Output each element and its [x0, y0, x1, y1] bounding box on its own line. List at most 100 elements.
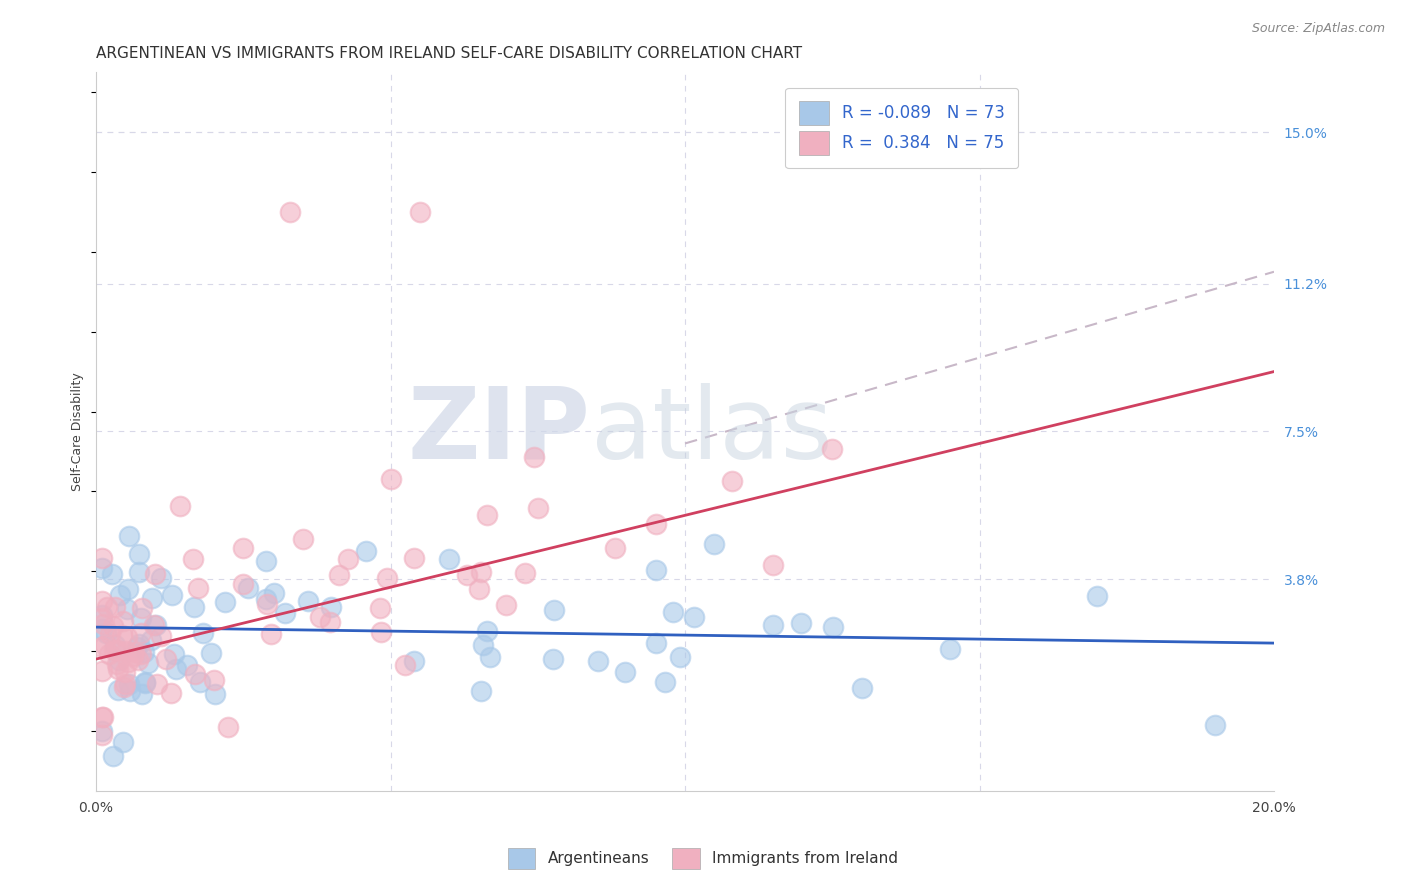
Point: [91, 608, 114, 623]
Point: [254, 554, 277, 568]
Point: [118, 684, 141, 698]
Point: [204, 687, 226, 701]
Point: [703, 537, 725, 551]
Point: [495, 598, 517, 612]
Point: [479, 650, 502, 665]
Point: [101, 567, 124, 582]
Point: [328, 568, 350, 582]
Point: [128, 566, 150, 580]
Point: [91, 594, 114, 608]
Point: [115, 602, 138, 616]
Y-axis label: Self-Care Disability: Self-Care Disability: [72, 372, 84, 491]
Point: [200, 646, 222, 660]
Text: atlas: atlas: [591, 383, 832, 480]
Point: [101, 749, 124, 764]
Point: [176, 657, 198, 672]
Point: [142, 618, 165, 632]
Point: [526, 500, 548, 515]
Point: [380, 472, 402, 486]
Point: [131, 601, 153, 615]
Point: [107, 657, 129, 672]
Point: [122, 649, 145, 664]
Point: [94, 626, 117, 640]
Point: [375, 571, 398, 585]
Point: [603, 541, 626, 555]
Point: [721, 474, 744, 488]
Point: [105, 643, 128, 657]
Point: [98, 627, 121, 641]
Point: [111, 627, 134, 641]
Point: [541, 652, 564, 666]
Point: [683, 610, 706, 624]
Point: [129, 647, 152, 661]
Point: [409, 205, 432, 219]
Point: [125, 640, 148, 654]
Point: [217, 720, 239, 734]
Point: [468, 582, 491, 596]
Legend: Argentineans, Immigrants from Ireland: Argentineans, Immigrants from Ireland: [502, 841, 904, 875]
Point: [145, 677, 167, 691]
Point: [456, 568, 478, 582]
Point: [370, 624, 392, 639]
Point: [254, 592, 277, 607]
Point: [513, 566, 536, 580]
Point: [543, 603, 565, 617]
Point: [402, 654, 425, 668]
Point: [644, 636, 666, 650]
Point: [131, 625, 153, 640]
Point: [111, 615, 134, 629]
Point: [91, 610, 114, 624]
Point: [370, 600, 392, 615]
Point: [111, 735, 134, 749]
Point: [149, 629, 172, 643]
Point: [256, 597, 278, 611]
Point: [163, 648, 186, 662]
Point: [91, 640, 114, 655]
Point: [96, 600, 118, 615]
Point: [138, 657, 160, 671]
Point: [188, 674, 211, 689]
Point: [308, 610, 330, 624]
Point: [91, 709, 114, 723]
Point: [232, 541, 254, 555]
Point: [337, 552, 360, 566]
Point: [134, 676, 156, 690]
Point: [103, 643, 125, 657]
Point: [134, 674, 156, 689]
Point: [662, 605, 685, 619]
Point: [471, 638, 494, 652]
Point: [91, 728, 114, 742]
Point: [319, 615, 342, 629]
Point: [165, 662, 187, 676]
Point: [155, 652, 177, 666]
Point: [108, 588, 131, 602]
Point: [1085, 590, 1108, 604]
Point: [108, 652, 131, 666]
Point: [104, 600, 127, 615]
Point: [115, 643, 138, 657]
Legend: R = -0.089   N = 73, R =  0.384   N = 75: R = -0.089 N = 73, R = 0.384 N = 75: [786, 87, 1018, 168]
Point: [187, 582, 209, 596]
Point: [821, 442, 844, 457]
Point: [263, 586, 285, 600]
Point: [821, 619, 844, 633]
Text: Source: ZipAtlas.com: Source: ZipAtlas.com: [1251, 22, 1385, 36]
Point: [319, 600, 342, 615]
Point: [354, 543, 377, 558]
Point: [160, 588, 183, 602]
Point: [118, 529, 141, 543]
Point: [159, 686, 181, 700]
Point: [184, 667, 207, 681]
Point: [586, 654, 609, 668]
Point: [169, 499, 191, 513]
Point: [439, 551, 461, 566]
Point: [127, 652, 149, 666]
Point: [654, 674, 676, 689]
Point: [790, 616, 813, 631]
Point: [145, 618, 167, 632]
Point: [669, 650, 692, 665]
Point: [128, 637, 150, 651]
Point: [477, 624, 499, 638]
Point: [238, 581, 260, 595]
Point: [939, 641, 962, 656]
